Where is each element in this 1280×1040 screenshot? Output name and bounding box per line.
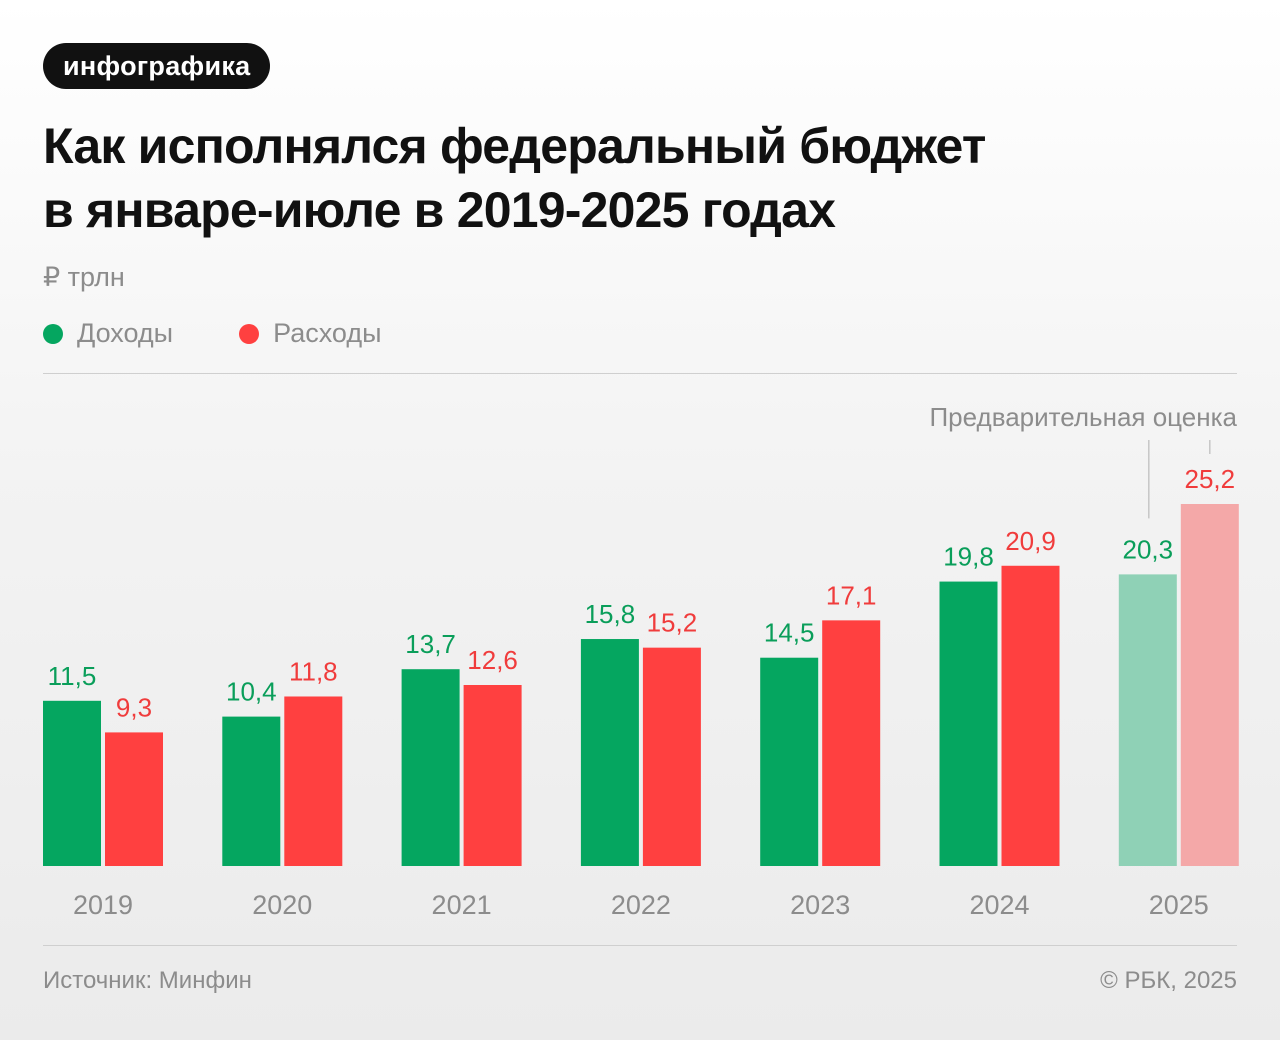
expense-bar-2019: [105, 732, 163, 866]
expense-value-label-2019: 9,3: [116, 692, 152, 722]
income-bar-2023: [760, 657, 819, 866]
income-value-label-2021: 13,7: [405, 629, 456, 659]
income-bar-2019: [43, 700, 101, 866]
expense-bar-2022: [642, 647, 701, 866]
income-bar-2024: [939, 581, 998, 866]
expense-value-label-2024: 20,9: [1005, 526, 1056, 556]
income-value-label-2020: 10,4: [226, 677, 277, 707]
top-divider: [43, 373, 1237, 374]
legend-item-income: Доходы: [43, 318, 173, 349]
expense-bar-2025: [1180, 504, 1239, 866]
income-value-label-2024: 19,8: [943, 542, 994, 572]
income-value-label-2023: 14,5: [764, 618, 815, 648]
annotation-text: Предварительная оценка: [929, 402, 1237, 432]
income-bar-2022: [580, 639, 639, 866]
bar-chart: 11,5 9,3 2019 10,4 11,8 2020 13,7 12,6 2021 15,8 1…: [43, 402, 1239, 920]
x-tick-label-2019: 2019: [73, 890, 133, 920]
expense-bar-2020: [284, 696, 343, 866]
title-line-2: в январе-июле в 2019-2025 годах: [43, 182, 836, 238]
income-bar-2021: [401, 669, 460, 866]
x-tick-label-2025: 2025: [1149, 890, 1209, 920]
expense-bar-2023: [822, 620, 881, 866]
expense-value-label-2025: 25,2: [1184, 464, 1235, 494]
legend: Доходы Расходы: [43, 318, 382, 349]
infographic-badge: инфографика: [43, 43, 271, 89]
chart-title: Как исполнялся федеральный бюджет в янва…: [43, 114, 986, 242]
legend-item-expense: Расходы: [239, 318, 382, 349]
legend-label-income: Доходы: [77, 318, 174, 348]
unit-label: ₽ трлн: [43, 262, 125, 292]
income-bar-2025: [1118, 574, 1177, 866]
income-value-label-2019: 11,5: [48, 661, 97, 691]
expense-value-label-2021: 12,6: [467, 645, 518, 675]
income-bar-2020: [222, 716, 281, 866]
bottom-divider: [43, 945, 1237, 946]
x-tick-label-2024: 2024: [969, 890, 1029, 920]
x-tick-label-2023: 2023: [790, 890, 850, 920]
income-value-label-2025: 20,3: [1122, 534, 1173, 564]
x-tick-label-2022: 2022: [611, 890, 671, 920]
expense-value-label-2020: 11,8: [289, 656, 338, 686]
expense-bar-2021: [463, 685, 522, 866]
source-text: Источник: Минфин: [43, 967, 252, 994]
expense-value-label-2023: 17,1: [826, 580, 877, 610]
x-tick-label-2021: 2021: [432, 890, 492, 920]
copyright-text: © РБК, 2025: [1100, 967, 1237, 994]
expense-value-label-2022: 15,2: [647, 608, 698, 638]
title-line-1: Как исполнялся федеральный бюджет: [43, 118, 986, 174]
legend-dot-income-icon: [43, 323, 63, 344]
legend-dot-expense-icon: [239, 323, 260, 344]
legend-label-expense: Расходы: [273, 318, 382, 348]
expense-bar-2024: [1001, 565, 1060, 866]
x-tick-label-2020: 2020: [252, 890, 312, 920]
income-value-label-2022: 15,8: [585, 599, 636, 629]
